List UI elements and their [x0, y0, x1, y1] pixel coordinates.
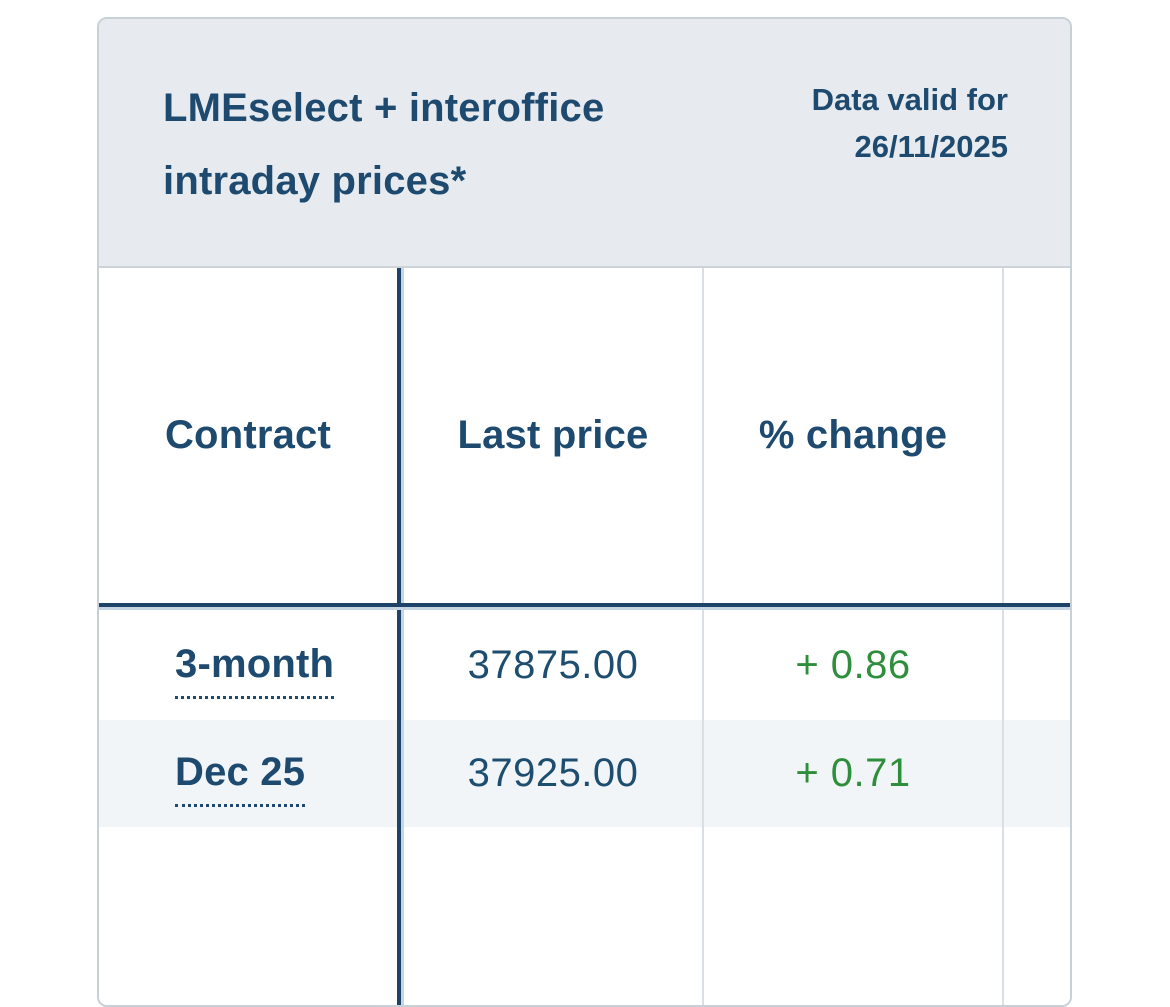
clipped-cell: [1004, 610, 1070, 720]
contract-cell: 3-month: [99, 610, 401, 720]
widget-title: LMEselect + interoffice intraday prices*: [163, 86, 605, 203]
widget-header: LMEselect + interoffice intraday prices*…: [99, 19, 1070, 268]
column-header-clipped: [1004, 268, 1070, 603]
contract-link[interactable]: 3-month: [175, 642, 335, 699]
last-price-value: 37925.00: [467, 751, 639, 795]
last-price-value: 37875.00: [467, 642, 639, 687]
header-underline-rule: [99, 607, 1070, 610]
last-price-cell: 37875.00: [401, 610, 704, 720]
contract-link[interactable]: Dec 25: [175, 750, 306, 807]
column-header-contract-label: Contract: [164, 413, 332, 457]
data-valid-date: 26/11/2025: [854, 129, 1008, 164]
data-valid-block: Data valid for 26/11/2025: [812, 76, 1008, 170]
column-header-pct-change: % change: [704, 268, 1004, 603]
data-valid-label: Data valid for: [811, 82, 1008, 117]
pct-change-value: + 0.86: [795, 642, 911, 687]
clipped-cell: [1004, 720, 1070, 827]
column-header-contract: Contract: [99, 268, 401, 603]
pct-change-cell: + 0.71: [704, 720, 1004, 827]
table-header-row: Contract Last price % change: [99, 268, 1070, 607]
price-widget-card: LMEselect + interoffice intraday prices*…: [97, 17, 1072, 1007]
pct-change-value: + 0.71: [795, 751, 911, 795]
table-row: [99, 827, 1070, 1005]
column-header-last-price: Last price: [401, 268, 704, 603]
pct-change-cell: + 0.86: [704, 610, 1004, 720]
column-header-last-price-label: Last price: [457, 413, 649, 457]
last-price-cell: 37925.00: [401, 720, 704, 827]
table-row: 3-month 37875.00 + 0.86: [99, 610, 1070, 720]
table-row: Dec 25 37925.00 + 0.71: [99, 720, 1070, 827]
column-header-pct-change-label: % change: [758, 413, 948, 457]
contract-cell: Dec 25: [99, 720, 401, 827]
prices-table: Contract Last price % change 3-month 378…: [99, 268, 1070, 1005]
